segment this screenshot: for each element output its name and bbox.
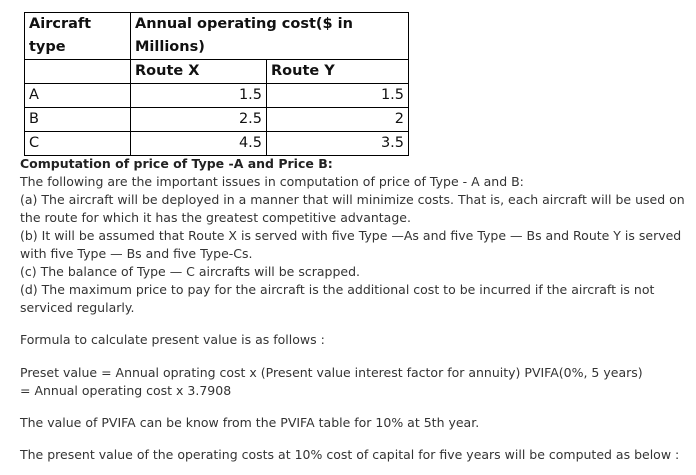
route-y-cost-cell: 1.5 [266, 83, 409, 108]
header-blank-cell [24, 59, 131, 84]
table-row: C 4.5 3.5 [24, 131, 409, 156]
header-aircraft-type: Aircraft type [24, 12, 131, 60]
point-b-line-2: with five Type — Bs and five Type-Cs. [20, 246, 253, 261]
formula-intro: Formula to calculate present value is as… [20, 332, 325, 347]
route-y-cost-cell: 2 [266, 107, 409, 132]
table-row: A 1.5 1.5 [24, 83, 409, 108]
header-route-x: Route X [130, 59, 267, 84]
section-heading: Computation of price of Type -A and Pric… [20, 156, 333, 171]
point-c: (c) The balance of Type — C aircrafts wi… [20, 264, 360, 279]
formula-line-2: = Annual operating cost x 3.7908 [20, 383, 232, 398]
header-route-y: Route Y [266, 59, 409, 84]
route-x-cost-cell: 2.5 [130, 107, 267, 132]
aircraft-type-cell: C [24, 131, 131, 156]
point-d-line-2: serviced regularly. [20, 300, 135, 315]
route-y-cost-cell: 3.5 [266, 131, 409, 156]
formula-line-1: Preset value = Annual oprating cost x (P… [20, 365, 643, 380]
point-b-line-1: (b) It will be assumed that Route X is s… [20, 228, 682, 243]
route-x-cost-cell: 4.5 [130, 131, 267, 156]
route-x-cost-cell: 1.5 [130, 83, 267, 108]
header-annual-cost: Annual operating cost($ in Millions) [130, 12, 409, 60]
aircraft-type-cell: A [24, 83, 131, 108]
table-row: B 2.5 2 [24, 107, 409, 132]
aircraft-type-cell: B [24, 107, 131, 132]
pvifa-note: The value of PVIFA can be know from the … [20, 415, 480, 430]
present-value-note: The present value of the operating costs… [20, 447, 680, 462]
intro-paragraph: The following are the important issues i… [20, 174, 524, 189]
point-a-line-2: the route for which it has the greatest … [20, 210, 411, 225]
operating-cost-table: Aircraft type Annual operating cost($ in… [24, 12, 409, 156]
point-d-line-1: (d) The maximum price to pay for the air… [20, 282, 655, 297]
point-a-line-1: (a) The aircraft will be deployed in a m… [20, 192, 685, 207]
